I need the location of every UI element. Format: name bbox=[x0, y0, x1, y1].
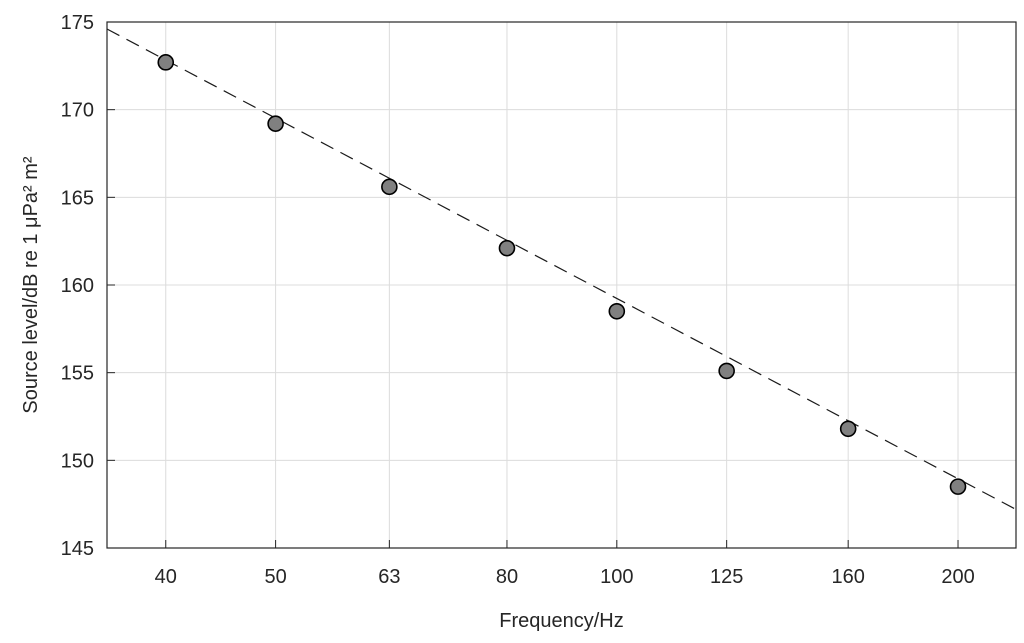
y-tick-label: 160 bbox=[61, 275, 94, 297]
data-point bbox=[718, 362, 735, 380]
x-axis-label: Frequency/Hz bbox=[499, 610, 624, 632]
data-point bbox=[498, 239, 516, 257]
data-point bbox=[839, 420, 857, 438]
x-tick-label: 63 bbox=[378, 566, 400, 588]
x-tick-label: 125 bbox=[710, 566, 743, 588]
y-axis-label: Source level/dB re 1 μPa² m² bbox=[20, 156, 42, 414]
data-point bbox=[949, 478, 967, 495]
fit-line-layer bbox=[106, 28, 1017, 510]
x-tick-label: 80 bbox=[496, 566, 518, 588]
data-points-layer bbox=[157, 54, 967, 495]
y-tick-labels: 145 150 155 160 165 170 175 bbox=[61, 12, 94, 560]
x-tick-label: 50 bbox=[264, 566, 286, 588]
y-tick-label: 150 bbox=[61, 450, 94, 472]
y-tick-label: 175 bbox=[61, 12, 94, 34]
data-point bbox=[381, 178, 398, 196]
y-tick-label: 145 bbox=[61, 538, 94, 560]
x-tick-label: 40 bbox=[155, 566, 177, 588]
data-point bbox=[267, 115, 284, 132]
y-tick-label: 165 bbox=[61, 187, 94, 209]
x-tick-labels: 40 50 63 80 100 125 160 200 bbox=[155, 566, 975, 588]
plot-frame bbox=[106, 21, 1017, 549]
y-tick-label: 170 bbox=[61, 100, 94, 122]
x-tick-label: 100 bbox=[600, 566, 633, 588]
y-tick-label: 155 bbox=[61, 363, 94, 385]
x-tick-label: 200 bbox=[941, 566, 974, 588]
data-point bbox=[157, 54, 175, 71]
data-point bbox=[608, 302, 626, 320]
x-tick-label: 160 bbox=[831, 566, 864, 588]
fit-line bbox=[106, 28, 1017, 510]
